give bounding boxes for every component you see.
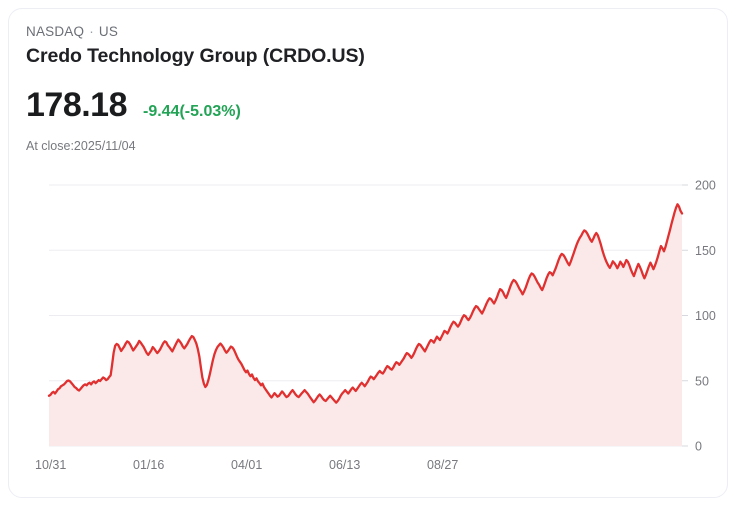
x-axis-tick-label: 10/31 xyxy=(35,458,66,472)
y-axis-tick-label: 150 xyxy=(695,244,716,258)
price-chart-svg: 200 150 100 50 0 10/31 01/16 04/01 06/13 08/27 xyxy=(35,179,716,473)
y-axis-tick-label: 200 xyxy=(695,179,716,193)
x-axis-tick-label: 06/13 xyxy=(329,458,360,472)
x-axis-tick-label: 08/27 xyxy=(427,458,458,472)
x-axis-labels: 10/31 01/16 04/01 06/13 08/27 xyxy=(35,458,458,472)
price-row: 178.18 -9.44(-5.03%) xyxy=(26,86,711,124)
price-area-fill xyxy=(49,204,682,446)
page-title: Credo Technology Group (CRDO.US) xyxy=(26,45,365,67)
y-axis-tick-label: 50 xyxy=(695,374,709,388)
y-axis-labels: 200 150 100 50 0 xyxy=(695,179,716,454)
y-axis-tick-label: 100 xyxy=(695,309,716,323)
exchange-row: NASDAQ · US xyxy=(26,23,711,40)
stock-quote-card: NASDAQ · US Credo Technology Group (CRDO.U… xyxy=(8,8,728,498)
price-chart[interactable]: 200 150 100 50 0 10/31 01/16 04/01 06/13 08/27 xyxy=(9,169,727,489)
x-axis-tick-label: 04/01 xyxy=(231,458,262,472)
price-change: -9.44(-5.03%) xyxy=(143,103,241,120)
region-label: US xyxy=(98,24,119,39)
exchange-separator: · xyxy=(89,24,94,39)
last-price: 178.18 xyxy=(26,86,128,124)
y-axis-tick-label: 0 xyxy=(695,440,702,454)
x-axis-tick-label: 01/16 xyxy=(133,458,164,472)
quote-header: NASDAQ · US Credo Technology Group (CRDO.U… xyxy=(26,23,711,154)
exchange-label: NASDAQ xyxy=(26,24,85,39)
market-status: At close:2025/11/04 xyxy=(26,139,136,153)
y-axis-ticks xyxy=(682,184,688,447)
price-line xyxy=(47,203,684,404)
